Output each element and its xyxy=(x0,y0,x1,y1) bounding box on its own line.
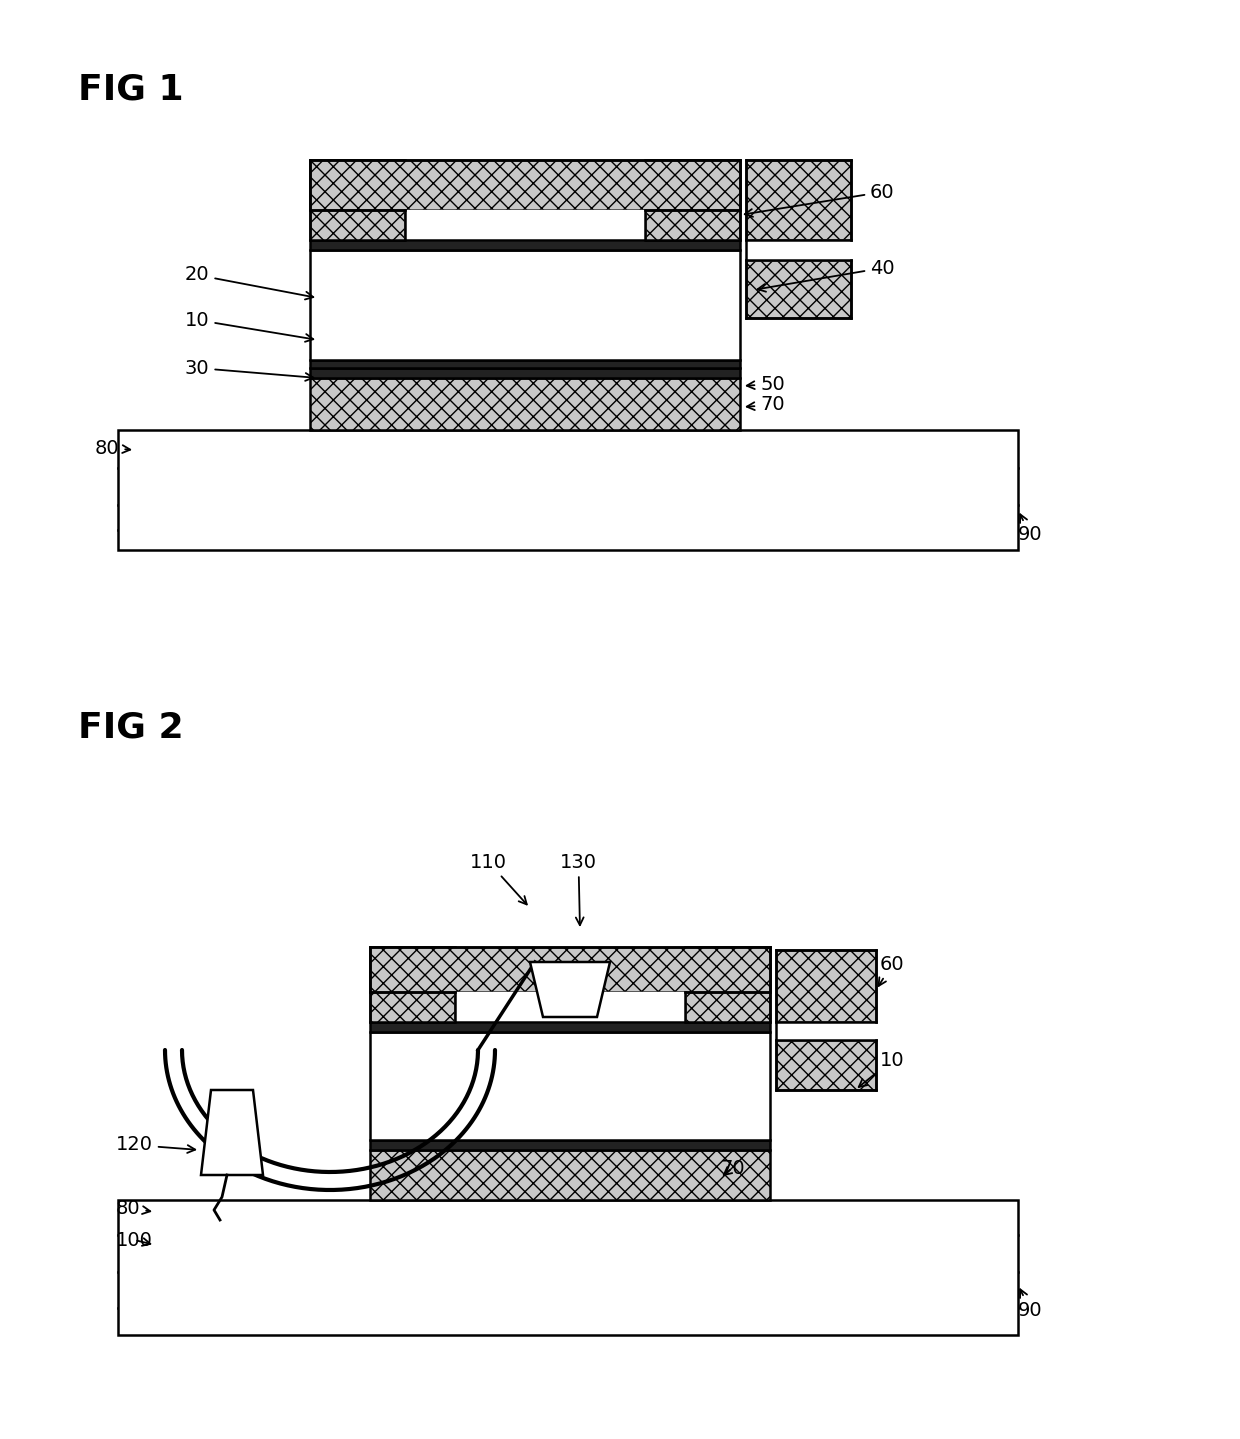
Text: FIG 1: FIG 1 xyxy=(78,72,184,106)
Bar xyxy=(370,1032,770,1140)
Text: 130: 130 xyxy=(560,852,596,925)
Bar xyxy=(310,240,740,250)
Bar xyxy=(118,1200,1018,1335)
Bar xyxy=(455,991,684,1022)
Bar xyxy=(310,378,740,430)
Bar xyxy=(370,947,770,991)
Text: 60: 60 xyxy=(879,954,905,986)
Bar xyxy=(645,160,740,240)
Bar xyxy=(310,160,405,240)
Bar xyxy=(776,1040,875,1089)
Text: 60: 60 xyxy=(745,183,894,217)
Polygon shape xyxy=(529,963,610,1017)
Text: 10: 10 xyxy=(185,311,314,342)
Text: 10: 10 xyxy=(859,1050,905,1086)
Text: 40: 40 xyxy=(758,259,894,292)
Bar xyxy=(370,1150,770,1200)
Text: 80: 80 xyxy=(117,1199,150,1217)
Bar xyxy=(310,250,740,360)
Bar xyxy=(776,950,875,1022)
Text: FIG 2: FIG 2 xyxy=(78,709,184,744)
Bar xyxy=(370,1140,770,1150)
Bar xyxy=(310,160,740,210)
Text: 80: 80 xyxy=(95,439,130,458)
Text: 30: 30 xyxy=(185,358,314,381)
Polygon shape xyxy=(201,1089,263,1176)
Bar xyxy=(746,240,851,260)
Bar xyxy=(746,160,851,240)
Bar xyxy=(684,947,770,1022)
Text: 90: 90 xyxy=(1018,514,1043,544)
Bar xyxy=(776,1022,875,1040)
Bar xyxy=(746,260,851,318)
Bar xyxy=(118,430,1018,550)
Text: 20: 20 xyxy=(185,266,314,299)
Bar xyxy=(370,947,455,1022)
Bar xyxy=(310,360,740,368)
Bar xyxy=(310,368,740,378)
Bar xyxy=(370,1022,770,1032)
Text: 70: 70 xyxy=(746,396,785,414)
Text: 90: 90 xyxy=(1018,1289,1043,1320)
Bar xyxy=(405,210,645,240)
Text: 110: 110 xyxy=(470,852,527,905)
Text: 120: 120 xyxy=(117,1135,195,1154)
Text: 100: 100 xyxy=(117,1230,153,1249)
Text: 50: 50 xyxy=(746,374,785,393)
Text: 70: 70 xyxy=(720,1158,745,1177)
